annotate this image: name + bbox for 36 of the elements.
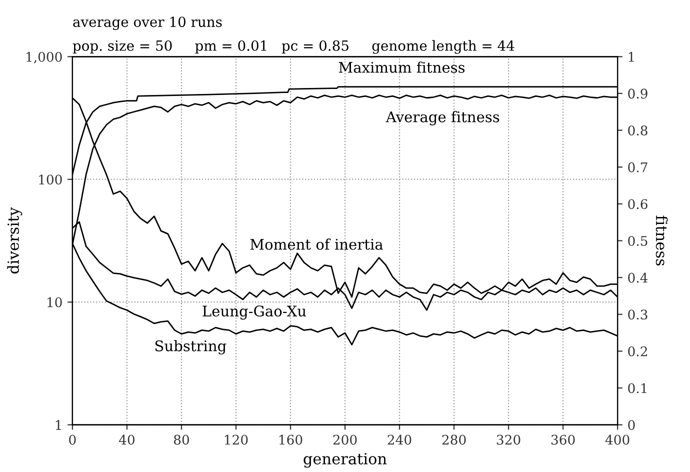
y2-tick-label: 0.7 [628, 162, 648, 172]
x-tick-label: 160 [280, 434, 302, 445]
series-label: Average fitness [386, 111, 500, 126]
y2-tick-label: 0.6 [628, 199, 648, 210]
x-tick-label: 400 [605, 434, 630, 445]
series-label: Maximum fitness [338, 62, 465, 73]
chart-subtitle: pop. size = 50 pm = 0.01 pc = 0.85 genome length = 44 [72, 40, 514, 54]
y-tick-label: 1,000 [26, 52, 62, 64]
y2-tick-label: 0 [628, 420, 635, 430]
y2-tick-label: 1 [628, 52, 634, 62]
y2-tick-label: 0.8 [628, 125, 648, 136]
y2-tick-label: 0.9 [628, 88, 648, 99]
x-tick-label: 320 [496, 434, 520, 445]
series-label: Moment of inertia [250, 238, 383, 250]
y2-tick-label: 0.3 [628, 310, 648, 320]
y2-tick-label: 0.4 [628, 272, 648, 283]
y-tick-label: 10 [48, 297, 62, 308]
x-tick-label: 80 [174, 434, 189, 445]
x-tick-label: 40 [118, 434, 134, 445]
x-tick-label: 280 [442, 434, 466, 445]
x-tick-label: 360 [551, 434, 575, 445]
chart-title: average over 10 runs [73, 16, 222, 30]
x-tick-label: 240 [388, 434, 412, 445]
series-label: Substring [155, 340, 226, 354]
y-tick-label: 1 [56, 420, 61, 430]
y2-tick-label: 0.2 [628, 346, 647, 356]
x-tick-label: 200 [333, 434, 357, 445]
x-axis-title: generation [304, 453, 387, 468]
y-tick-label: 100 [39, 174, 62, 185]
y2-tick-label: 0.1 [628, 383, 646, 394]
y2-axis-title: fitness [656, 216, 668, 266]
y2-tick-label: 0.5 [628, 236, 648, 246]
series-label: Leung-Gao-Xu [202, 306, 306, 320]
y-axis-title: diversity [7, 207, 22, 274]
x-tick-label: 120 [225, 434, 248, 445]
x-tick-label: 0 [69, 434, 76, 445]
